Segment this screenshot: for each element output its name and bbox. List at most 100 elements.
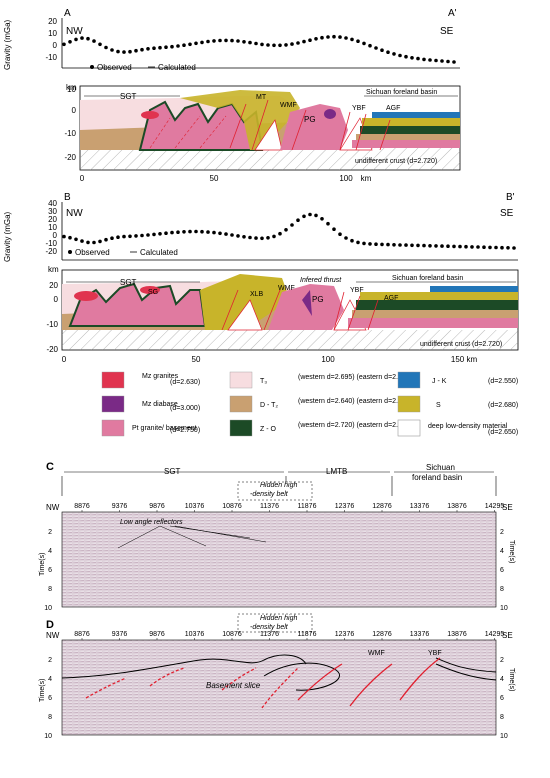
legend-density: (d=2.750) xyxy=(170,427,200,434)
legend: Mz granites (d=2.630) Mz diabase (d=3.00… xyxy=(101,371,518,437)
gravity-point xyxy=(98,42,102,47)
gravity-point xyxy=(164,231,168,235)
gravity-point xyxy=(248,235,252,240)
unit-lmtb: LMTB xyxy=(326,467,347,476)
gravity-point xyxy=(374,46,378,50)
gravity-point xyxy=(410,56,414,60)
gravity-point xyxy=(302,39,306,44)
gravity-point xyxy=(386,50,390,54)
gravity-point xyxy=(332,227,336,231)
panel-b-gravity: B B' NW SE Gravity (mGa) 40 30 20 10 0 -… xyxy=(3,192,518,262)
label-sgt: SGT xyxy=(120,92,137,101)
ytick: -10 xyxy=(45,239,57,248)
gravity-point xyxy=(296,218,300,222)
label-sgt: SGT xyxy=(120,278,137,287)
gravity-point xyxy=(440,59,444,63)
gravity-point xyxy=(380,48,384,52)
gravity-point xyxy=(224,38,228,43)
gravity-point xyxy=(452,244,456,249)
panel-a-nw: NW xyxy=(66,26,83,37)
label-ybf: YBF xyxy=(352,105,366,112)
gravity-point xyxy=(116,235,120,239)
panel-a-ylabel: Gravity (mGa) xyxy=(3,19,12,70)
ytick: 10 xyxy=(48,29,57,38)
time-tick-left: 8 xyxy=(48,586,52,593)
legend-density: (western d=2.720) (eastern d=2.740) xyxy=(298,422,412,429)
panel-c-label: C xyxy=(46,461,54,473)
gravity-point xyxy=(212,230,216,235)
gravity-point xyxy=(272,234,276,239)
gravity-point xyxy=(164,45,168,49)
ytick: -20 xyxy=(45,247,57,256)
cdp-label: 11876 xyxy=(298,631,317,638)
legend-name: deep low-density material xyxy=(428,423,508,430)
gravity-point xyxy=(302,214,306,219)
unit-sgt: SGT xyxy=(164,467,181,476)
legend-observed: Observed xyxy=(75,248,110,257)
gravity-point xyxy=(86,240,90,245)
gravity-point xyxy=(320,217,324,221)
label-mt: MT xyxy=(256,94,267,101)
label-xlb: XLB xyxy=(250,291,264,298)
cdp-label: 10876 xyxy=(222,503,242,510)
gravity-point xyxy=(230,233,234,237)
gravity-point xyxy=(92,240,96,245)
legend-density: (d=2.550) xyxy=(488,378,518,385)
gravity-point xyxy=(104,45,108,50)
gravity-point xyxy=(170,44,174,49)
gravity-point xyxy=(392,52,396,56)
gravity-point xyxy=(182,230,186,234)
legend-name-text: Mz granites xyxy=(142,373,179,380)
gravity-point xyxy=(422,57,426,62)
gravity-point xyxy=(224,232,228,236)
panel-c-nw: NW xyxy=(46,503,60,512)
gravity-point xyxy=(206,39,210,44)
swatch-deep xyxy=(397,419,421,437)
cdp-label: 13376 xyxy=(410,631,430,638)
time-tick-left: 10 xyxy=(44,605,52,612)
label-pg: PG xyxy=(304,115,316,124)
x-tick: 0 xyxy=(80,174,85,183)
panel-a-model: km 10 0 -10 -20 0 50 100 km SGT MT WMF P… xyxy=(64,83,461,183)
gravity-point xyxy=(350,37,354,42)
gravity-point xyxy=(236,234,240,238)
panel-d-label: D xyxy=(46,619,54,631)
x-tick: 100 xyxy=(321,355,335,364)
gravity-point xyxy=(176,230,180,234)
depth-tick: 20 xyxy=(49,281,58,290)
x-tick: km xyxy=(361,174,372,183)
time-tick-left: 8 xyxy=(48,714,52,721)
legend-density: (western d=2.640) (eastern d=2.670) xyxy=(298,398,412,405)
x-tick: 50 xyxy=(192,355,201,364)
time-tick-left: 2 xyxy=(48,529,52,536)
gravity-point xyxy=(440,244,444,248)
unit-basin-1: Sichuan xyxy=(426,463,455,472)
gravity-point xyxy=(326,221,330,226)
gravity-point xyxy=(200,40,204,45)
cdp-label: 9876 xyxy=(149,631,165,638)
gravity-point xyxy=(482,245,486,249)
unit-basin-2: foreland basin xyxy=(412,473,462,482)
gravity-point xyxy=(362,41,366,46)
cdp-label: 9376 xyxy=(112,631,128,638)
label-agf: AGF xyxy=(384,295,398,302)
gravity-point xyxy=(260,236,264,241)
depth-tick: -20 xyxy=(46,345,58,354)
gravity-point xyxy=(344,36,348,40)
gravity-point xyxy=(62,42,66,47)
gravity-point xyxy=(104,237,108,242)
cdp-label: 10376 xyxy=(185,503,205,510)
panel-a-se: SE xyxy=(440,26,454,37)
ytick: 10 xyxy=(48,223,57,232)
gravity-point xyxy=(374,242,378,246)
legend-name: T₃ xyxy=(260,378,267,385)
gravity-point xyxy=(314,37,318,41)
legend-observed: Observed xyxy=(97,63,132,72)
panel-b-km: km xyxy=(48,265,59,274)
panel-b-nw: NW xyxy=(66,208,83,219)
gravity-point xyxy=(266,236,270,240)
swatch-mz-granites xyxy=(101,371,125,389)
gravity-point xyxy=(320,35,324,40)
cdp-label: 8876 xyxy=(74,503,90,510)
gravity-point xyxy=(254,41,258,46)
